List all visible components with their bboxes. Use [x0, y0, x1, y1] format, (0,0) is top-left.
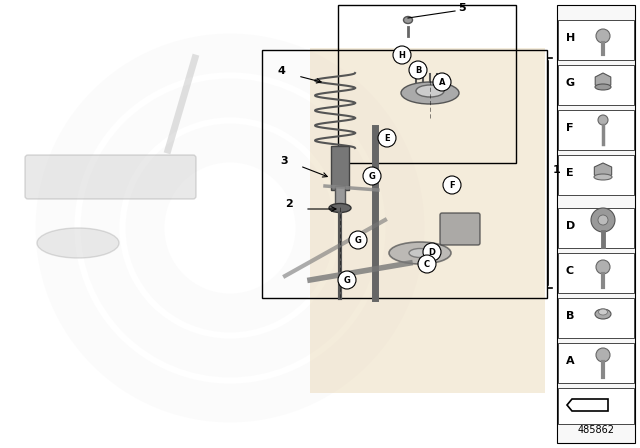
Text: G: G	[369, 172, 376, 181]
Circle shape	[596, 348, 610, 362]
Text: H: H	[566, 33, 575, 43]
Ellipse shape	[401, 82, 459, 104]
Text: E: E	[384, 134, 390, 142]
Polygon shape	[595, 163, 612, 179]
Ellipse shape	[594, 174, 612, 180]
Bar	[558, 110, 634, 150]
Bar	[558, 65, 634, 105]
Circle shape	[598, 115, 608, 125]
Circle shape	[378, 129, 396, 147]
Circle shape	[423, 243, 441, 261]
Ellipse shape	[595, 309, 611, 319]
Text: 1: 1	[553, 165, 561, 175]
Text: C: C	[424, 259, 430, 268]
Text: C: C	[566, 266, 574, 276]
Ellipse shape	[595, 84, 611, 90]
Text: 5: 5	[458, 3, 466, 13]
Bar	[558, 20, 634, 60]
Circle shape	[393, 46, 411, 64]
Bar	[335, 186, 345, 206]
FancyBboxPatch shape	[440, 213, 480, 245]
Bar	[557, 5, 635, 443]
Ellipse shape	[329, 203, 351, 212]
Text: E: E	[566, 168, 573, 178]
Text: B: B	[566, 311, 574, 321]
Bar	[558, 155, 634, 195]
Text: A: A	[439, 78, 445, 86]
Circle shape	[596, 29, 610, 43]
Bar	[558, 253, 634, 293]
Text: B: B	[415, 65, 421, 74]
Circle shape	[338, 271, 356, 289]
Bar	[558, 208, 634, 248]
Bar	[558, 388, 634, 424]
Text: 3: 3	[280, 156, 287, 166]
Bar	[558, 298, 634, 338]
Text: D: D	[566, 221, 575, 231]
Circle shape	[418, 255, 436, 273]
Bar	[331, 146, 349, 190]
Circle shape	[409, 61, 427, 79]
Ellipse shape	[389, 242, 451, 264]
Circle shape	[591, 208, 615, 232]
Text: H: H	[399, 51, 405, 60]
Circle shape	[443, 176, 461, 194]
Text: A: A	[566, 356, 575, 366]
Text: G: G	[355, 236, 362, 245]
Circle shape	[433, 73, 451, 91]
Polygon shape	[595, 73, 611, 89]
Bar	[558, 343, 634, 383]
FancyBboxPatch shape	[25, 155, 196, 199]
Text: 485862: 485862	[577, 425, 614, 435]
Ellipse shape	[416, 85, 444, 97]
Text: 4: 4	[278, 66, 286, 76]
Circle shape	[598, 215, 608, 225]
Circle shape	[596, 260, 610, 274]
Bar	[262, 50, 547, 298]
Bar	[338, 5, 516, 163]
Text: G: G	[566, 78, 575, 88]
Text: G: G	[344, 276, 351, 284]
Text: D: D	[429, 247, 435, 257]
Ellipse shape	[409, 249, 431, 258]
Text: F: F	[566, 123, 573, 133]
Circle shape	[349, 231, 367, 249]
Text: F: F	[449, 181, 455, 190]
Bar	[310, 48, 545, 393]
Circle shape	[363, 167, 381, 185]
Ellipse shape	[403, 17, 413, 23]
Text: 2: 2	[285, 199, 292, 209]
Ellipse shape	[37, 228, 119, 258]
Ellipse shape	[598, 309, 607, 315]
